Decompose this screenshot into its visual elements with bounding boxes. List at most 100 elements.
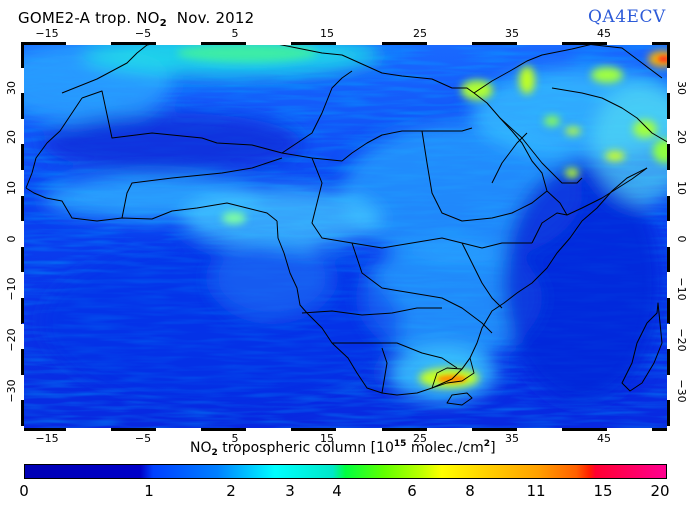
colorbar-tick-label: 1: [144, 482, 154, 500]
frame-segment: [21, 169, 24, 196]
red-sea: [499, 117, 583, 184]
colorbar-tick-label: 3: [285, 482, 295, 500]
frame-segment: [291, 428, 337, 431]
sudan-ethiopia: [491, 132, 528, 184]
frame-segment: [667, 349, 670, 375]
lat-tick-label: −30: [5, 379, 18, 403]
lon-tick-label: 35: [505, 27, 519, 40]
coast-north-east: [271, 43, 648, 216]
frame-segment: [111, 428, 157, 431]
frame-segment: [21, 246, 24, 273]
frame-segment: [516, 428, 562, 431]
frame-segment: [156, 42, 202, 45]
frame-segment: [336, 428, 382, 431]
title-date: Nov. 2012: [176, 9, 255, 27]
lon-tick-label: 25: [413, 432, 427, 445]
frame-segment: [21, 67, 24, 94]
drc-south: [351, 242, 493, 334]
frame-segment: [156, 428, 202, 431]
libya-algeria: [281, 70, 353, 154]
lat-tick-label: −20: [5, 328, 18, 352]
frame-segment: [667, 400, 670, 426]
lon-tick-label: 5: [231, 432, 239, 445]
frame-segment: [561, 428, 607, 431]
frame-segment: [21, 297, 24, 324]
frame-segment: [66, 42, 112, 45]
lat-tick-label: 20: [675, 130, 688, 144]
frame-segment: [336, 42, 382, 45]
frame-segment: [201, 428, 247, 431]
colorbar-tick-label: 20: [650, 482, 670, 500]
frame-segment: [21, 42, 67, 45]
frame-segment: [667, 67, 670, 94]
lesotho-swazi: [431, 357, 475, 389]
lat-tick-label: 30: [5, 81, 18, 95]
central-africa: [311, 157, 532, 249]
chad-sudan: [341, 127, 473, 162]
frame-segment: [246, 428, 292, 431]
frame-segment: [21, 144, 24, 170]
colorbar: [24, 464, 667, 479]
colorbar-tick-label: 15: [593, 482, 613, 500]
lat-tick-label: −30: [675, 379, 688, 403]
gulf-coast: [551, 87, 669, 144]
lat-tick-label: 10: [675, 181, 688, 195]
frame-segment: [21, 400, 24, 426]
lat-tick-label: 10: [5, 181, 18, 195]
cb-label-exp2: 2: [483, 439, 491, 449]
frame-segment: [606, 42, 652, 45]
lakes-border: [461, 242, 503, 309]
frame-segment: [667, 195, 670, 222]
frame-segment: [21, 93, 24, 119]
no2-heatmap: [22, 43, 669, 430]
frame-segment: [667, 221, 670, 247]
frame-segment: [667, 118, 670, 145]
lon-tick-label: 15: [320, 27, 334, 40]
lon-tick-label: 15: [320, 432, 334, 445]
frame-segment: [381, 428, 427, 431]
frame-segment: [201, 42, 247, 45]
frame-segment: [21, 221, 24, 247]
colorbar-tick-label: 11: [526, 482, 546, 500]
namibia-east: [381, 347, 388, 394]
frame-segment: [21, 428, 67, 431]
frame-segment: [606, 428, 652, 431]
map-title: GOME2-A trop. NO2 Nov. 2012: [18, 9, 254, 29]
frame-segment: [667, 323, 670, 350]
frame-segment: [291, 42, 337, 45]
lon-tick-label: 5: [231, 27, 239, 40]
lesotho: [446, 392, 473, 406]
brand-label: QA4ECV: [588, 7, 666, 27]
lon-tick-label: −5: [134, 27, 152, 40]
lon-tick-label: 45: [597, 432, 611, 445]
frame-segment: [651, 42, 670, 45]
madagascar: [621, 302, 663, 392]
frame-segment: [21, 195, 24, 222]
frame-segment: [21, 323, 24, 350]
lat-tick-label: −10: [675, 277, 688, 301]
frame-segment: [651, 428, 670, 431]
coast-southern-africa: [276, 167, 648, 396]
colorbar-label: NO2 tropospheric column [1015 molec./cm2…: [190, 439, 496, 458]
frame-segment: [111, 42, 157, 45]
coast-morocco: [61, 43, 158, 94]
lat-tick-label: 30: [675, 81, 688, 95]
cb-label-exp: 15: [393, 439, 407, 449]
angola-zambia: [301, 307, 442, 316]
frame-segment: [667, 272, 670, 298]
map-panel: [21, 42, 670, 431]
iran-border: [576, 43, 663, 79]
frame-segment: [21, 349, 24, 375]
lon-tick-label: −15: [35, 432, 59, 445]
frame-segment: [667, 169, 670, 196]
frame-segment: [21, 425, 24, 431]
frame-segment: [471, 42, 517, 45]
lat-tick-label: 0: [675, 235, 688, 243]
frame-segment: [667, 246, 670, 273]
lat-tick-label: −20: [675, 328, 688, 352]
frame-segment: [21, 42, 24, 68]
frame-segment: [381, 42, 427, 45]
title-text: GOME2-A trop. NO: [18, 9, 160, 27]
frame-segment: [21, 374, 24, 401]
cb-label-no: NO: [190, 440, 212, 456]
